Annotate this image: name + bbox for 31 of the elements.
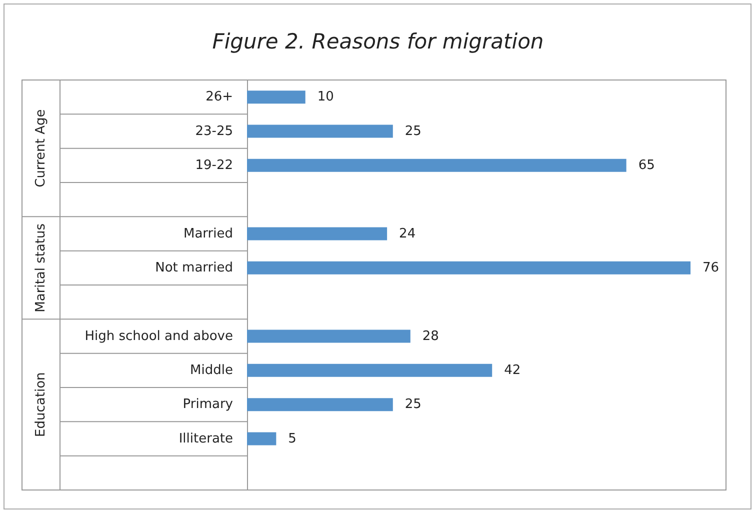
data-label: 28 bbox=[422, 328, 439, 344]
y-tick-label: 23-25 bbox=[195, 124, 233, 139]
y-tick-label: Married bbox=[183, 226, 233, 242]
bar bbox=[247, 227, 388, 240]
data-label: 25 bbox=[404, 397, 422, 412]
data-label: 10 bbox=[317, 90, 334, 105]
bar bbox=[247, 364, 492, 377]
text: Current Age bbox=[34, 109, 48, 188]
y-tick-label: Primary bbox=[182, 397, 234, 412]
bar bbox=[247, 398, 393, 412]
y-tick-label: Illiterate bbox=[178, 431, 233, 446]
chart-title: Figure 2. Reasons for migration bbox=[212, 30, 544, 54]
data-label: 42 bbox=[504, 362, 521, 378]
y-tick-label: High school and above bbox=[84, 328, 233, 344]
data-label: 76 bbox=[702, 260, 720, 276]
data-label: 25 bbox=[404, 124, 422, 139]
y-tick-label: 19-22 bbox=[195, 158, 233, 173]
y-tick-label: 26+ bbox=[206, 90, 233, 105]
data-label: 5 bbox=[288, 431, 296, 446]
bar bbox=[247, 261, 691, 274]
text: Education bbox=[34, 372, 48, 437]
bar bbox=[247, 124, 393, 138]
bar bbox=[247, 432, 276, 446]
bar bbox=[247, 330, 410, 343]
data-label: 24 bbox=[399, 226, 416, 242]
text: Marital status bbox=[34, 223, 48, 312]
bar bbox=[247, 90, 306, 104]
y-tick-label: Middle bbox=[190, 362, 233, 378]
bar bbox=[247, 158, 626, 172]
y-tick-label: Not married bbox=[155, 260, 233, 276]
data-label: 65 bbox=[638, 158, 655, 173]
